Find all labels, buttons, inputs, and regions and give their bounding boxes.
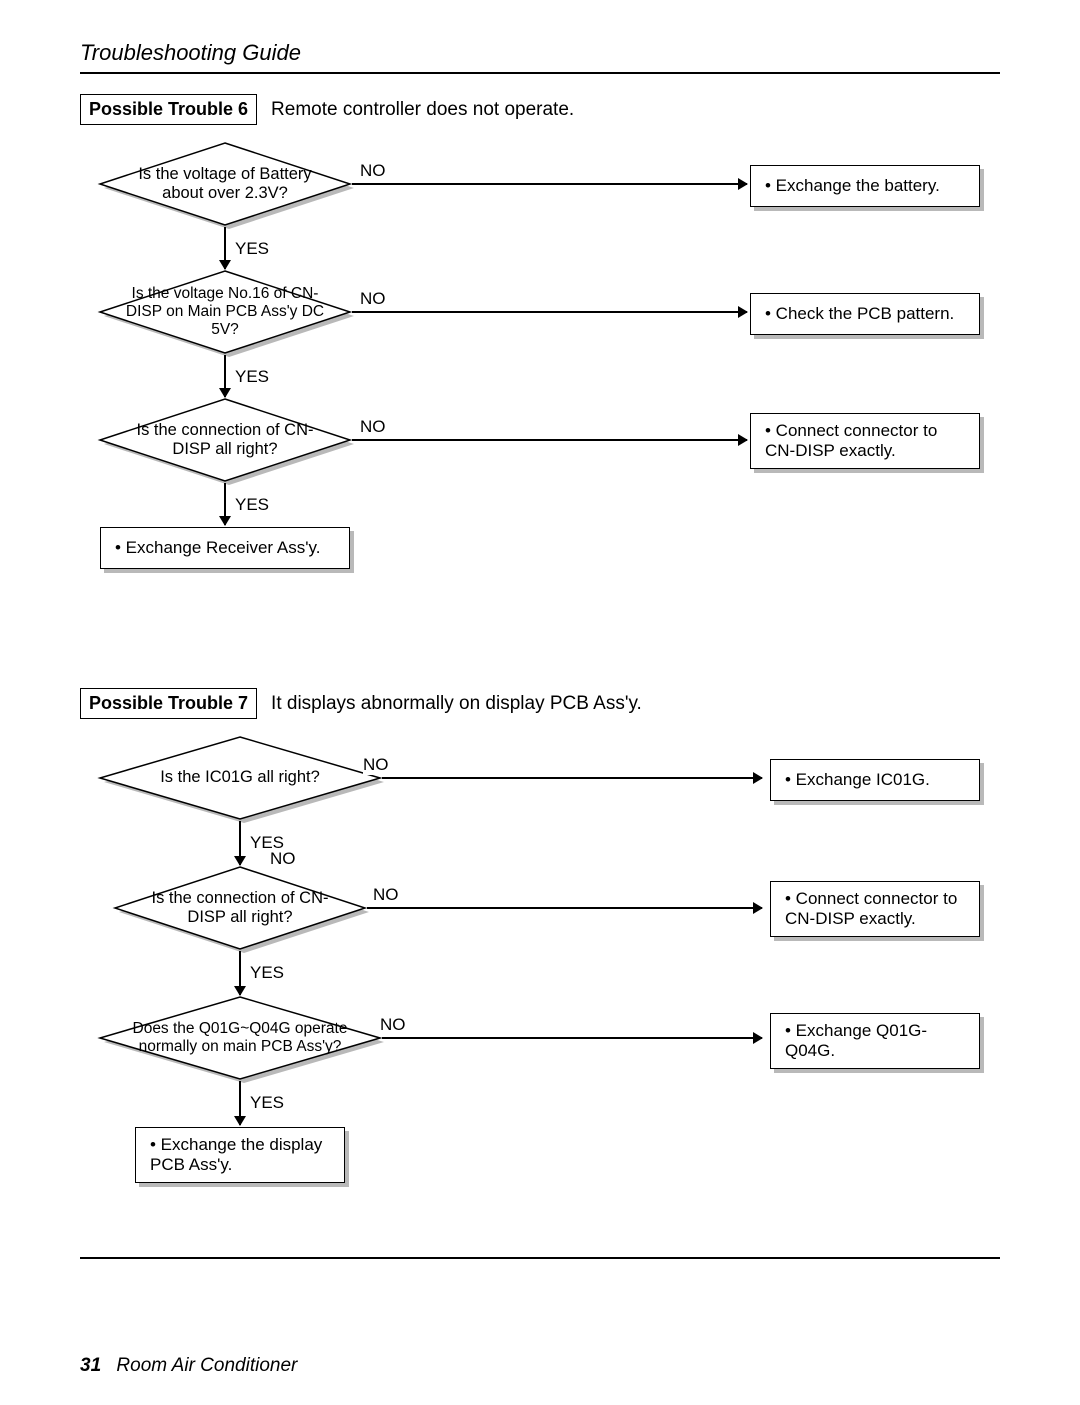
no-label: NO [360,417,386,437]
trouble-6-header: Possible Trouble 6 Remote controller doe… [80,94,1000,125]
action-connect-cn-disp: • Connect connector to CN-DISP exactly. [750,413,980,469]
arrow-no-3 [352,439,747,441]
footer-title: Room Air Conditioner [116,1355,297,1376]
arrow-no-3 [382,1037,762,1039]
decision-text: Is the IC01G all right? [100,737,380,819]
action-check-pcb: • Check the PCB pattern. [750,293,980,335]
no-label-extra: NO [270,849,296,869]
trouble-6-label: Possible Trouble 6 [80,94,257,125]
decision-cn-disp-connection: Is the connection of CN-DISP all right? [100,399,350,481]
yes-label: YES [250,963,284,983]
decision-battery-voltage: Is the voltage of Battery about over 2.3… [100,143,350,225]
decision-text: Is the voltage No.16 of CN-DISP on Main … [100,271,350,353]
no-label: NO [380,1015,406,1035]
decision-cn-disp-connection: Is the connection of CN-DISP all right? [115,867,365,949]
yes-label: YES [235,495,269,515]
arrow-yes-2 [224,355,226,397]
action-exchange-battery: • Exchange the battery. [750,165,980,207]
decision-ic01g: Is the IC01G all right? [100,737,380,819]
decision-text: Does the Q01G~Q04G operate normally on m… [100,997,380,1079]
arrow-yes-2 [239,951,241,995]
page-title: Troubleshooting Guide [80,40,1000,66]
trouble-7-header: Possible Trouble 7 It displays abnormall… [80,688,1000,719]
action-exchange-display-pcb: • Exchange the display PCB Ass'y. [135,1127,345,1183]
rule-top [80,72,1000,74]
flowchart-7: Is the IC01G all right? NO • Exchange IC… [80,737,1000,1247]
yes-label: YES [235,367,269,387]
arrow-no-1 [382,777,762,779]
no-label: NO [363,755,389,775]
decision-q01g-q04g: Does the Q01G~Q04G operate normally on m… [100,997,380,1079]
action-exchange-receiver: • Exchange Receiver Ass'y. [100,527,350,569]
yes-label: YES [250,1093,284,1113]
flowchart-6: Is the voltage of Battery about over 2.3… [80,143,1000,628]
decision-text: Is the voltage of Battery about over 2.3… [100,143,350,225]
footer: 31 Room Air Conditioner [80,1355,297,1377]
trouble-7-desc: It displays abnormally on display PCB As… [271,693,642,715]
no-label: NO [360,161,386,181]
action-exchange-q01g: • Exchange Q01G-Q04G. [770,1013,980,1069]
arrow-no-2 [352,311,747,313]
trouble-7-label: Possible Trouble 7 [80,688,257,719]
rule-bottom [80,1257,1000,1259]
action-connect-cn-disp: • Connect connector to CN-DISP exactly. [770,881,980,937]
action-exchange-ic01g: • Exchange IC01G. [770,759,980,801]
decision-text: Is the connection of CN-DISP all right? [100,399,350,481]
arrow-no-1 [352,183,747,185]
arrow-yes-1 [239,821,241,865]
arrow-no-2 [367,907,762,909]
yes-label: YES [235,239,269,259]
arrow-yes-1 [224,227,226,269]
arrow-yes-3 [239,1081,241,1125]
decision-text: Is the connection of CN-DISP all right? [115,867,365,949]
no-label: NO [373,885,399,905]
arrow-yes-3 [224,483,226,525]
decision-cn-disp-voltage: Is the voltage No.16 of CN-DISP on Main … [100,271,350,353]
trouble-6-desc: Remote controller does not operate. [271,99,574,121]
no-label: NO [360,289,386,309]
page-number: 31 [80,1355,101,1376]
